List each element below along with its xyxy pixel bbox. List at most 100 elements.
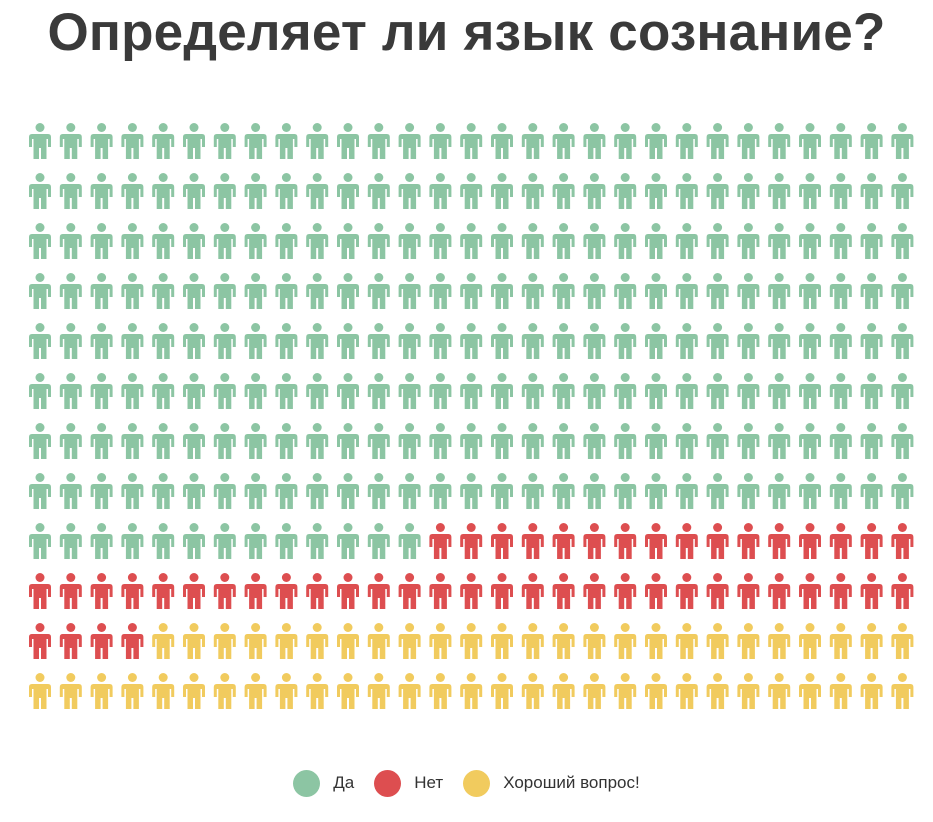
person-icon-yes [737,323,760,359]
person-icon-yes [59,373,82,409]
person-icon-yes [614,323,637,359]
person-icon-good-question [799,623,821,659]
person-icon-no [675,573,698,609]
person-icon-yes [583,423,606,459]
person-icon-no [121,623,144,659]
person-icon-good-question [737,673,760,709]
person-icon-yes [891,323,914,359]
person-icon-yes [799,123,821,159]
person-icon-yes [645,123,667,159]
person-icon-yes [213,273,236,309]
person-icon-yes [275,473,298,509]
person-icon-yes [860,473,883,509]
person-icon-no [891,573,914,609]
person-icon-yes [152,273,175,309]
person-icon-yes [244,373,267,409]
person-icon-yes [367,223,390,259]
person-icon-yes [706,423,729,459]
person-icon-good-question [614,673,637,709]
person-icon-yes [59,223,82,259]
person-icon-no [829,523,852,559]
person-icon-yes [367,323,390,359]
person-icon-good-question [706,673,729,709]
person-icon-yes [90,223,113,259]
person-icon-yes [59,123,82,159]
person-icon-yes [398,123,421,159]
person-icon-yes [706,223,729,259]
person-icon-yes [706,123,729,159]
person-icon-yes [583,223,606,259]
person-icon-yes [429,123,452,159]
legend-item-good-question[interactable]: Хороший вопрос! [463,769,640,797]
person-icon-yes [460,273,483,309]
person-icon-good-question [121,673,144,709]
legend-label-good-question: Хороший вопрос! [503,773,640,792]
person-icon-yes [121,273,144,309]
person-icon-yes [213,123,236,159]
person-icon-good-question [491,623,513,659]
person-icon-yes [675,173,698,209]
person-icon-yes [367,373,390,409]
person-icon-no [521,573,544,609]
person-icon-yes [121,223,144,259]
person-icon-yes [706,173,729,209]
person-icon-no [275,573,298,609]
person-icon-yes [183,173,205,209]
person-icon-yes [645,323,667,359]
legend-item-yes[interactable]: Да [293,769,354,797]
person-icon-yes [152,423,175,459]
person-icon-yes [891,173,914,209]
person-icon-yes [29,173,51,209]
person-icon-yes [645,373,667,409]
person-icon-good-question [29,673,51,709]
person-icon-yes [213,373,236,409]
person-icon-no [398,573,421,609]
person-icon-yes [583,373,606,409]
person-icon-good-question [152,673,175,709]
person-icon-yes [275,223,298,259]
person-icon-good-question [491,673,513,709]
person-icon-good-question [59,673,82,709]
person-icon-yes [429,423,452,459]
person-icon-yes [367,123,390,159]
person-icon-yes [552,223,575,259]
person-icon-yes [183,423,205,459]
person-icon-yes [29,273,51,309]
person-icon-yes [183,273,205,309]
person-icon-yes [398,223,421,259]
person-icon-yes [768,273,791,309]
person-icon-yes [552,423,575,459]
person-icon-yes [768,173,791,209]
legend-item-no[interactable]: Нет [374,769,443,797]
person-icon-yes [152,323,175,359]
person-icon-yes [645,423,667,459]
person-icon-no [306,573,329,609]
person-icon-no [799,523,821,559]
person-icon-yes [90,173,113,209]
person-icon-yes [737,223,760,259]
person-icon-yes [737,423,760,459]
person-icon-no [583,523,606,559]
person-icon-no [768,573,791,609]
person-icon-no [706,523,729,559]
person-icon-yes [306,373,329,409]
person-icon-yes [275,173,298,209]
person-icon-good-question [244,623,267,659]
person-icon-yes [398,273,421,309]
person-icon-yes [675,423,698,459]
person-icon-yes [829,323,852,359]
person-icon-yes [521,323,544,359]
person-icon-no [429,573,452,609]
person-icon-yes [460,373,483,409]
person-icon-yes [768,423,791,459]
person-icon-yes [491,373,513,409]
person-icon-yes [429,173,452,209]
person-icon-yes [121,473,144,509]
person-icon-good-question [737,623,760,659]
person-icon-good-question [367,623,390,659]
person-icon-yes [59,273,82,309]
person-icon-yes [29,323,51,359]
person-icon-yes [429,273,452,309]
person-icon-yes [645,223,667,259]
